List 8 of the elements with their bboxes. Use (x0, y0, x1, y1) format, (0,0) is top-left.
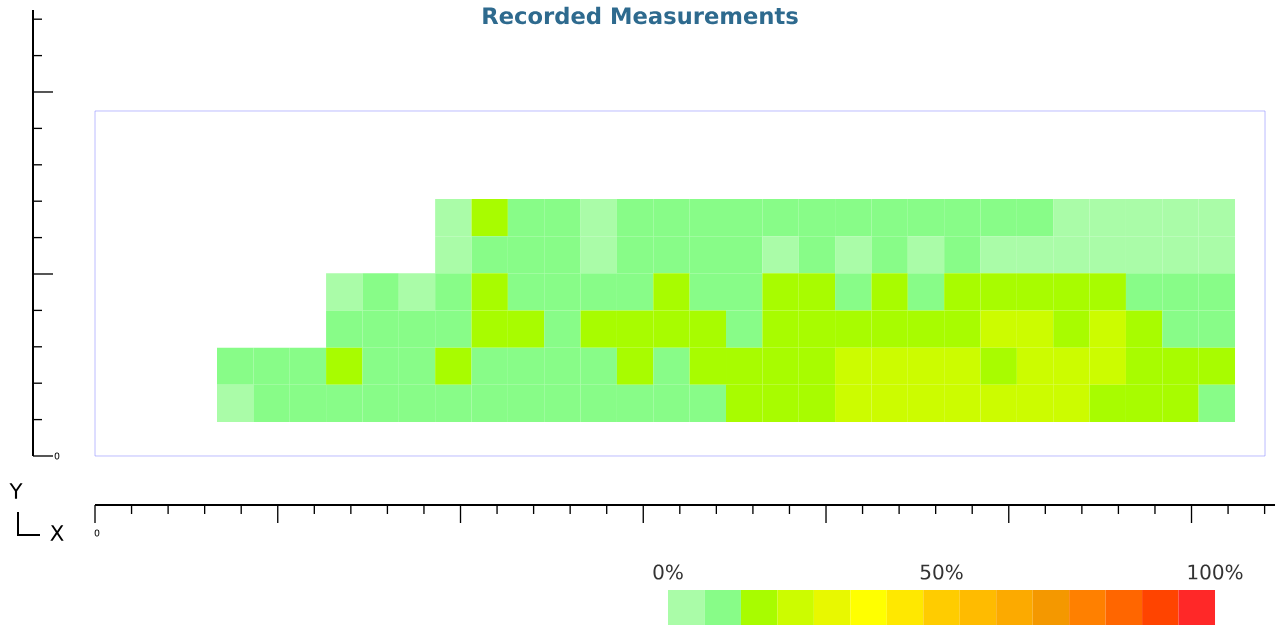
text: 0 (54, 452, 60, 460)
text: Y (9, 483, 23, 499)
color-bar-label: 100% (1188, 564, 1243, 580)
color-bar-label: 50% (920, 564, 963, 580)
chart-title: Recorded Measurements (483, 6, 798, 25)
color-bar-label: 0% (653, 564, 683, 580)
text: 0 (94, 529, 100, 537)
text: X (50, 525, 64, 541)
